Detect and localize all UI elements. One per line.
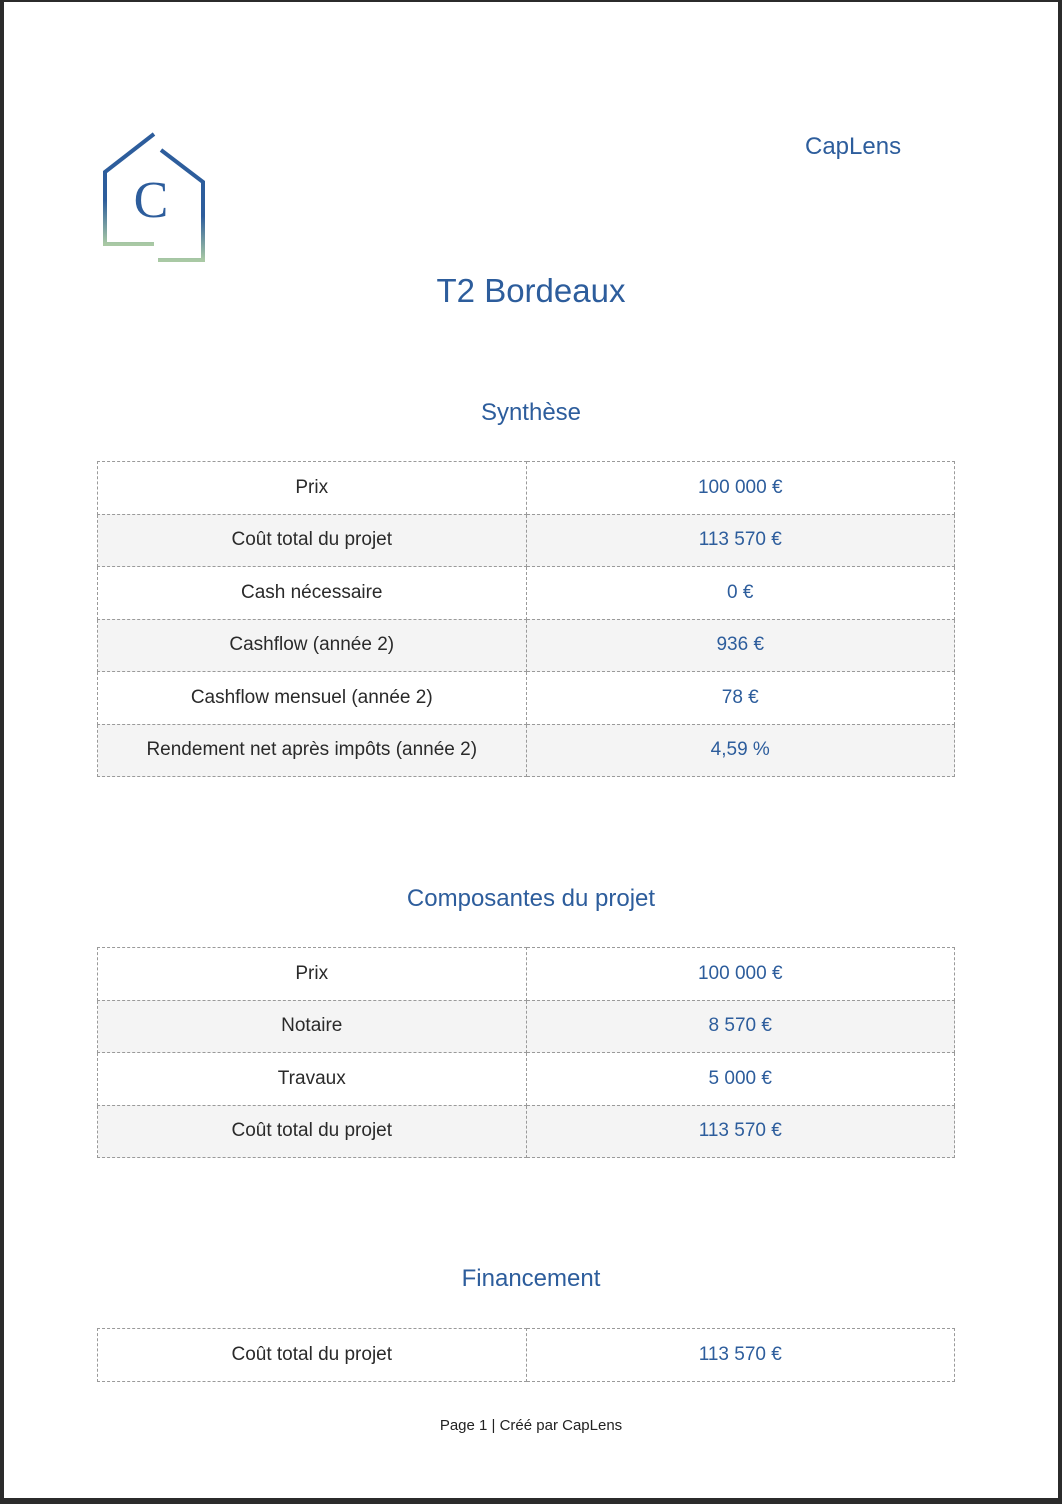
- table-row: Cashflow mensuel (année 2) 78 €: [97, 671, 955, 725]
- row-label: Cashflow mensuel (année 2): [97, 671, 527, 725]
- row-value: 78 €: [525, 671, 955, 725]
- table-row: Prix 100 000 €: [97, 947, 955, 1001]
- row-value: 4,59 %: [525, 723, 955, 777]
- table-row: Cashflow (année 2) 936 €: [97, 618, 955, 672]
- row-label: Coût total du projet: [97, 513, 527, 567]
- row-value: 100 000 €: [525, 947, 955, 1001]
- row-value: 100 000 €: [525, 461, 955, 515]
- page-footer: Page 1 | Créé par CapLens: [439, 1417, 623, 1434]
- composantes-table: Prix 100 000 € Notaire 8 570 € Travaux 5 000 …: [97, 947, 955, 1158]
- table-row: Rendement net après impôts (année 2) 4,59…: [97, 723, 955, 777]
- row-value: 113 570 €: [525, 1104, 955, 1158]
- brand-name: CapLens: [805, 133, 902, 160]
- synthese-table: Prix 100 000 € Coût total du projet 113 570…: [97, 461, 955, 777]
- row-label: Cash nécessaire: [97, 566, 527, 620]
- row-label: Prix: [97, 947, 527, 1001]
- table-row: Prix 100 000 €: [97, 461, 955, 515]
- row-value: 936 €: [525, 618, 955, 672]
- caplens-logo-icon: C: [103, 132, 205, 262]
- table-row: Notaire 8 570 €: [97, 999, 955, 1053]
- row-value: 0 €: [525, 566, 955, 620]
- table-row: Coût total du projet 113 570 €: [97, 1328, 955, 1382]
- section-heading-composantes: Composantes du projet: [406, 885, 656, 912]
- page-title: T2 Bordeaux: [436, 272, 626, 309]
- row-value: 113 570 €: [525, 513, 955, 567]
- row-value: 8 570 €: [525, 999, 955, 1053]
- row-label: Prix: [97, 461, 527, 515]
- table-row: Coût total du projet 113 570 €: [97, 513, 955, 567]
- financement-table: Coût total du projet 113 570 €: [97, 1328, 955, 1382]
- table-row: Coût total du projet 113 570 €: [97, 1104, 955, 1158]
- row-label: Cashflow (année 2): [97, 618, 527, 672]
- section-heading-financement: Financement: [461, 1265, 601, 1292]
- row-value: 5 000 €: [525, 1052, 955, 1106]
- row-label: Rendement net après impôts (année 2): [97, 723, 527, 777]
- row-value: 113 570 €: [525, 1328, 955, 1382]
- table-row: Travaux 5 000 €: [97, 1052, 955, 1106]
- table-row: Cash nécessaire 0 €: [97, 566, 955, 620]
- row-label: Coût total du projet: [97, 1104, 527, 1158]
- row-label: Travaux: [97, 1052, 527, 1106]
- svg-text:C: C: [134, 172, 169, 229]
- section-heading-synthese: Synthèse: [480, 399, 582, 426]
- row-label: Coût total du projet: [97, 1328, 527, 1382]
- row-label: Notaire: [97, 999, 527, 1053]
